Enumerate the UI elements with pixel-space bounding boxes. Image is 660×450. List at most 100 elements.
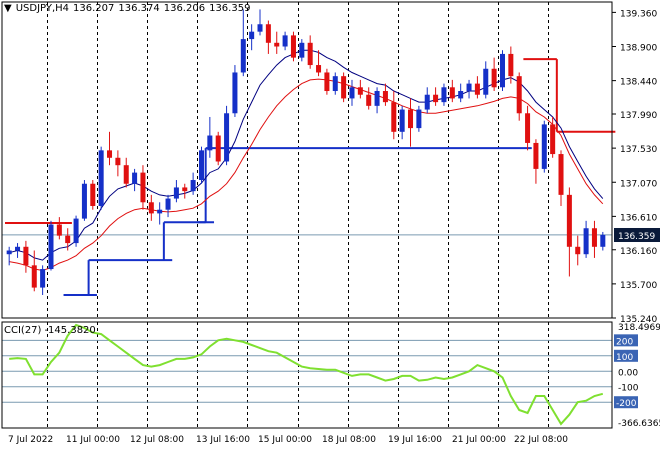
symbol-label: USDJPY,H4: [15, 3, 69, 14]
candle-body: [282, 35, 288, 47]
cci-level-label: 100: [616, 353, 633, 363]
price-tick-label: 136.160: [620, 247, 657, 257]
candle-body: [132, 172, 138, 184]
candle-body: [299, 42, 305, 58]
candle-body: [157, 209, 163, 214]
candle-body: [491, 68, 497, 88]
candle-body: [541, 124, 547, 169]
cci-label: CCI(27): [4, 325, 42, 336]
candle-body: [525, 113, 531, 143]
candle-body: [424, 94, 430, 110]
candle-body: [165, 198, 171, 210]
candle-body: [433, 94, 439, 103]
candle-body: [391, 102, 397, 132]
time-tick-label: 13 Jul 16:00: [196, 435, 250, 445]
candle-body: [173, 187, 179, 199]
cci-level-label: -200: [616, 399, 637, 409]
price-tick-label: 135.700: [620, 281, 657, 291]
price-tick-label: 138.900: [620, 44, 657, 54]
candle-body: [224, 113, 230, 162]
candle-body: [232, 72, 238, 114]
candle-body: [15, 246, 21, 251]
candle-body: [65, 235, 71, 244]
candle-body: [332, 76, 338, 92]
candle-body: [316, 65, 322, 73]
price-tick-label: 137.070: [620, 179, 657, 189]
candle-body: [366, 94, 372, 106]
time-tick-label: 18 Jul 08:00: [322, 435, 376, 445]
time-tick-label: 7 Jul 2022: [8, 435, 53, 445]
cci-header: CCI(27) -145.3820: [4, 325, 99, 336]
high-value: 136.374: [118, 3, 160, 14]
candle-body: [382, 91, 388, 103]
cci-level-badge: [614, 349, 638, 362]
candle-body: [40, 269, 46, 288]
time-tick-label: 15 Jul 00:00: [258, 435, 312, 445]
price-tick-label: 139.360: [620, 9, 657, 19]
candle-body: [408, 109, 414, 129]
price-tick-label: 138.440: [620, 78, 657, 88]
candle-body: [474, 83, 480, 95]
cci-tick-label: 318.4969: [618, 323, 660, 333]
candle-body: [307, 42, 313, 66]
candle-body: [508, 53, 514, 77]
candle-body: [550, 124, 556, 155]
candle-body: [98, 150, 104, 206]
candle-body: [207, 135, 213, 151]
candle-body: [449, 87, 455, 99]
cci-tick-label: -366.6365: [618, 419, 660, 429]
candle-body: [600, 234, 606, 247]
candle-body: [6, 250, 12, 255]
candle-body: [265, 24, 271, 43]
time-tick-label: 22 Jul 08:00: [514, 435, 568, 445]
candle-body: [148, 202, 154, 214]
candle-body: [257, 24, 263, 32]
candle-body: [357, 87, 363, 95]
candle-body: [341, 76, 347, 99]
close-value: 136.359: [209, 3, 251, 14]
candle-body: [81, 183, 87, 219]
candle-body: [90, 183, 96, 206]
cci-layer: [2, 323, 612, 426]
open-value: 136.207: [73, 3, 115, 14]
candle-body: [566, 194, 572, 247]
candle-body: [591, 228, 597, 247]
candle-body: [249, 31, 255, 40]
price-pane-frame: [1, 1, 613, 319]
time-tick-label: 11 Jul 00:00: [66, 435, 120, 445]
candle-body: [374, 91, 380, 106]
candle-body: [198, 150, 204, 181]
candle-body: [533, 142, 539, 169]
cci-tick-label: 0.00: [618, 368, 638, 378]
candle-body: [115, 157, 121, 166]
candle-body: [182, 187, 188, 192]
price-tick-label: 137.990: [620, 111, 657, 121]
candle-body: [583, 228, 589, 255]
candle-body: [140, 172, 146, 203]
candle-body: [215, 135, 221, 162]
time-tick-label: 12 Jul 08:00: [130, 435, 184, 445]
dropdown-triangle-icon[interactable]: ▼: [4, 3, 12, 14]
indicator-layer: [5, 49, 616, 297]
candle-body: [190, 180, 196, 192]
cci-value: -145.3820: [44, 325, 96, 336]
cci-pane-frame: [1, 321, 613, 429]
candle-body: [466, 83, 472, 92]
candle-body: [274, 42, 280, 47]
time-tick-label: 21 Jul 00:00: [452, 435, 506, 445]
candles-layer: [6, 9, 606, 296]
candle-body: [31, 265, 37, 288]
candle-body: [23, 246, 29, 266]
candle-body: [441, 87, 447, 103]
price-tick-label: 137.530: [620, 145, 657, 155]
candle-body: [458, 91, 464, 99]
candle-body: [290, 35, 296, 58]
candle-body: [483, 68, 489, 95]
candle-body: [48, 224, 54, 270]
price-header: ▼ USDJPY,H4 136.207 136.374 136.206 136.359: [4, 3, 254, 14]
candle-body: [349, 87, 355, 99]
cci-tick-label: -100: [618, 384, 639, 394]
